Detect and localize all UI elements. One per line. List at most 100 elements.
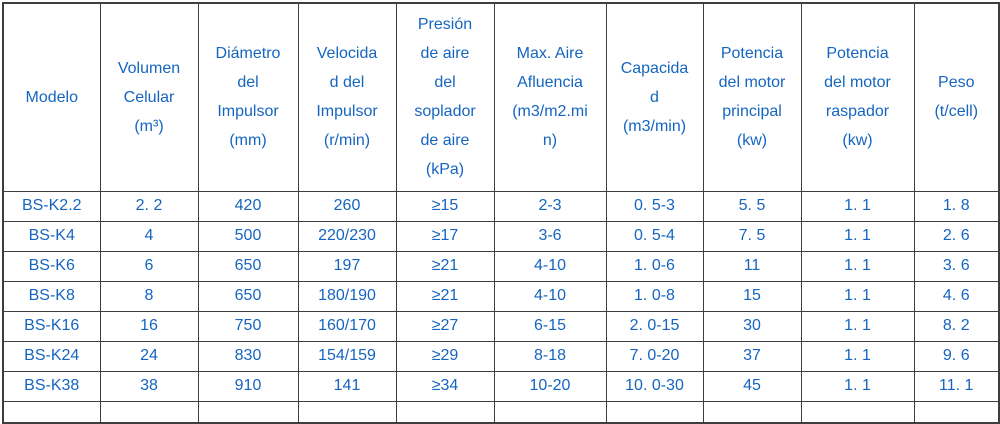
empty-cell — [197, 400, 299, 424]
column-header-velocidad-impulsor: Velocida d del Impulsor (r/min) — [297, 2, 397, 192]
table-row: BS-K38 38 910 141 ≥34 10-20 10. 0-30 45 1. 1 11. … — [2, 370, 1000, 402]
cell-diametro-impulsor: 500 — [197, 220, 299, 252]
cell-capacidad: 0. 5-4 — [605, 220, 704, 252]
cell-potencia-raspador: 1. 1 — [800, 220, 915, 252]
cell-max-aire-afluencia: 3-6 — [493, 220, 607, 252]
column-header-peso: Peso (t/cell) — [913, 2, 1000, 192]
cell-peso: 4. 6 — [913, 280, 1000, 312]
cell-velocidad-impulsor: 141 — [297, 370, 397, 402]
cell-potencia-principal: 11 — [702, 250, 802, 282]
empty-cell — [2, 400, 101, 424]
cell-max-aire-afluencia: 8-18 — [493, 340, 607, 372]
cell-volumen-celular: 6 — [99, 250, 199, 282]
cell-presion-aire: ≥34 — [395, 370, 495, 402]
cell-volumen-celular: 24 — [99, 340, 199, 372]
cell-diametro-impulsor: 650 — [197, 250, 299, 282]
cell-presion-aire: ≥29 — [395, 340, 495, 372]
cell-velocidad-impulsor: 180/190 — [297, 280, 397, 312]
cell-diametro-impulsor: 650 — [197, 280, 299, 312]
cell-peso: 3. 6 — [913, 250, 1000, 282]
cell-potencia-principal: 37 — [702, 340, 802, 372]
cell-modelo: BS-K24 — [2, 340, 101, 372]
column-header-potencia-raspador: Potencia del motor raspador (kw) — [800, 2, 915, 192]
cell-modelo: BS-K16 — [2, 310, 101, 342]
table-row: BS-K8 8 650 180/190 ≥21 4-10 1. 0-8 15 1. 1 4. 6 — [2, 280, 1000, 312]
cell-max-aire-afluencia: 10-20 — [493, 370, 607, 402]
cell-capacidad: 10. 0-30 — [605, 370, 704, 402]
cell-capacidad: 1. 0-6 — [605, 250, 704, 282]
empty-cell — [913, 400, 1000, 424]
table-row: BS-K24 24 830 154/159 ≥29 8-18 7. 0-20 37 1. 1 9.… — [2, 340, 1000, 372]
cell-peso: 2. 6 — [913, 220, 1000, 252]
cell-capacidad: 0. 5-3 — [605, 190, 704, 222]
table-row: BS-K16 16 750 160/170 ≥27 6-15 2. 0-15 30 1. 1 8.… — [2, 310, 1000, 342]
cell-velocidad-impulsor: 197 — [297, 250, 397, 282]
cell-presion-aire: ≥15 — [395, 190, 495, 222]
cell-modelo: BS-K2.2 — [2, 190, 101, 222]
cell-diametro-impulsor: 750 — [197, 310, 299, 342]
cell-modelo: BS-K8 — [2, 280, 101, 312]
column-header-capacidad: Capacida d (m3/min) — [605, 2, 704, 192]
cell-potencia-raspador: 1. 1 — [800, 370, 915, 402]
cell-diametro-impulsor: 420 — [197, 190, 299, 222]
cell-capacidad: 7. 0-20 — [605, 340, 704, 372]
cell-potencia-principal: 7. 5 — [702, 220, 802, 252]
empty-cell — [99, 400, 199, 424]
empty-cell — [800, 400, 915, 424]
cell-presion-aire: ≥27 — [395, 310, 495, 342]
table-row: BS-K2.2 2. 2 420 260 ≥15 2-3 0. 5-3 5. 5 1. 1 1. … — [2, 190, 1000, 222]
cell-volumen-celular: 2. 2 — [99, 190, 199, 222]
cell-max-aire-afluencia: 4-10 — [493, 280, 607, 312]
cell-volumen-celular: 38 — [99, 370, 199, 402]
cell-max-aire-afluencia: 2-3 — [493, 190, 607, 222]
cell-modelo: BS-K38 — [2, 370, 101, 402]
cell-potencia-principal: 15 — [702, 280, 802, 312]
cell-peso: 1. 8 — [913, 190, 1000, 222]
empty-cell — [702, 400, 802, 424]
cell-diametro-impulsor: 830 — [197, 340, 299, 372]
cell-potencia-raspador: 1. 1 — [800, 250, 915, 282]
column-header-diametro-impulsor: Diámetro del Impulsor (mm) — [197, 2, 299, 192]
cell-capacidad: 2. 0-15 — [605, 310, 704, 342]
cell-modelo: BS-K4 — [2, 220, 101, 252]
cell-velocidad-impulsor: 160/170 — [297, 310, 397, 342]
cell-potencia-raspador: 1. 1 — [800, 190, 915, 222]
cell-presion-aire: ≥21 — [395, 250, 495, 282]
column-header-potencia-principal: Potencia del motor principal (kw) — [702, 2, 802, 192]
table-row: BS-K6 6 650 197 ≥21 4-10 1. 0-6 11 1. 1 3. 6 — [2, 250, 1000, 282]
empty-cell — [605, 400, 704, 424]
cell-presion-aire: ≥17 — [395, 220, 495, 252]
cell-peso: 11. 1 — [913, 370, 1000, 402]
cell-potencia-principal: 30 — [702, 310, 802, 342]
empty-cell — [395, 400, 495, 424]
empty-row — [2, 400, 1000, 424]
cell-presion-aire: ≥21 — [395, 280, 495, 312]
cell-velocidad-impulsor: 220/230 — [297, 220, 397, 252]
column-header-max-aire-afluencia: Max. Aire Afluencia (m3/m2.mi n) — [493, 2, 607, 192]
column-header-volumen-celular: Volumen Celular (m³) — [99, 2, 199, 192]
cell-potencia-raspador: 1. 1 — [800, 310, 915, 342]
cell-volumen-celular: 16 — [99, 310, 199, 342]
table-body: BS-K2.2 2. 2 420 260 ≥15 2-3 0. 5-3 5. 5 1. 1 1. … — [2, 190, 1000, 424]
cell-potencia-principal: 45 — [702, 370, 802, 402]
cell-diametro-impulsor: 910 — [197, 370, 299, 402]
table-header-row: Modelo Volumen Celular (m³) Diámetro del I… — [2, 2, 1000, 192]
cell-potencia-raspador: 1. 1 — [800, 280, 915, 312]
cell-velocidad-impulsor: 260 — [297, 190, 397, 222]
cell-modelo: BS-K6 — [2, 250, 101, 282]
cell-capacidad: 1. 0-8 — [605, 280, 704, 312]
empty-cell — [297, 400, 397, 424]
column-header-modelo: Modelo — [2, 2, 101, 192]
empty-cell — [493, 400, 607, 424]
cell-peso: 8. 2 — [913, 310, 1000, 342]
table-header: Modelo Volumen Celular (m³) Diámetro del I… — [2, 2, 1000, 192]
cell-peso: 9. 6 — [913, 340, 1000, 372]
cell-velocidad-impulsor: 154/159 — [297, 340, 397, 372]
cell-potencia-principal: 5. 5 — [702, 190, 802, 222]
cell-volumen-celular: 4 — [99, 220, 199, 252]
cell-volumen-celular: 8 — [99, 280, 199, 312]
cell-max-aire-afluencia: 6-15 — [493, 310, 607, 342]
cell-max-aire-afluencia: 4-10 — [493, 250, 607, 282]
table-row: BS-K4 4 500 220/230 ≥17 3-6 0. 5-4 7. 5 1. 1 2. 6 — [2, 220, 1000, 252]
